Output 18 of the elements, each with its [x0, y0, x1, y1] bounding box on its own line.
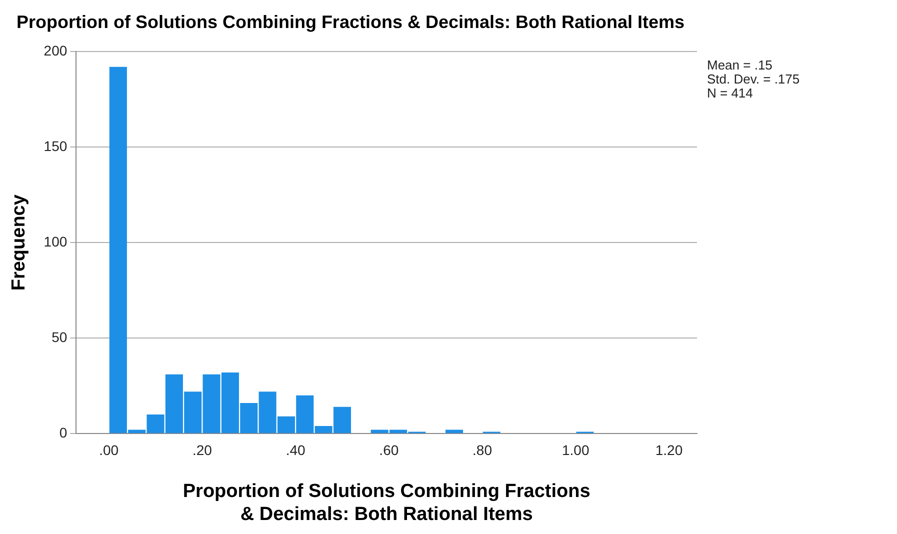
x-tick-label: .60	[379, 442, 399, 458]
text: Mean = .15	[707, 58, 772, 73]
y-axis-title: Frequency	[8, 194, 30, 291]
x-axis-title: Proportion of Solutions Combining Fractions & Decimals: Both Rational Items	[182, 481, 590, 525]
y-tick-label: 200	[44, 42, 68, 58]
y-tick-label: 150	[44, 138, 68, 154]
x-tick-label: .40	[286, 442, 306, 458]
text: N = 414	[707, 86, 753, 101]
chart-title: Proportion of Solutions Combining Fractions & Decimals: Both Rational Items	[16, 12, 685, 32]
x-tick-label: 1.20	[655, 442, 683, 458]
x-tick-label: 1.00	[562, 442, 590, 458]
y-tick-label: 100	[44, 233, 68, 250]
text: Std. Dev. = .175	[707, 72, 800, 87]
x-tick-label: .20	[192, 442, 212, 458]
y-tick-label: 50	[52, 328, 68, 345]
x-tick-label: .80	[472, 442, 492, 458]
y-tick-label: 0	[59, 424, 68, 440]
x-tick-label: .00	[99, 442, 119, 458]
